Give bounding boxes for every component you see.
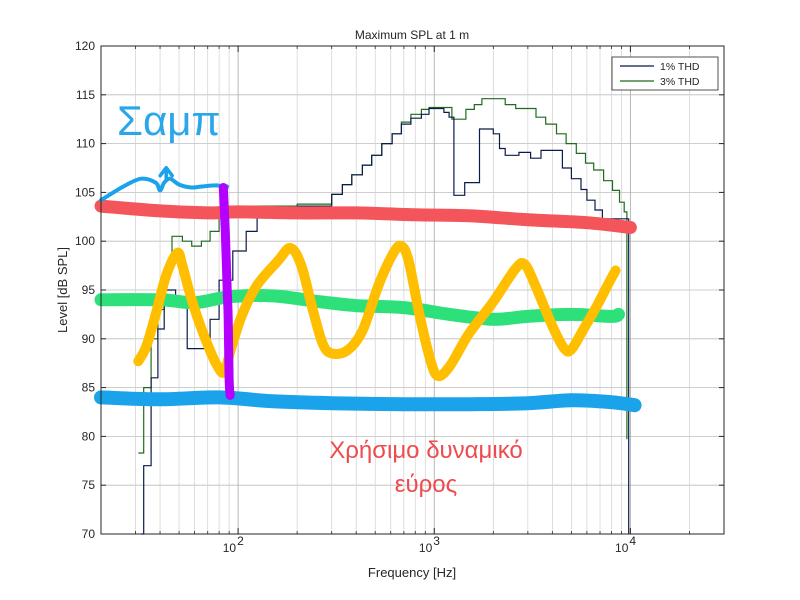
y-tick-label: 85	[82, 381, 96, 395]
legend-label-1pct: 1% THD	[660, 61, 700, 73]
y-tick-label: 100	[75, 234, 95, 248]
annotation-red-line	[94, 199, 637, 234]
annotation-blue-squiggle	[99, 176, 230, 203]
y-tick-label: 90	[82, 332, 96, 346]
annotation-label-bottom-line1: Χρήσιμο δυναμικό	[329, 437, 523, 464]
y-tick-label: 105	[75, 185, 95, 199]
annotation-blue-line	[94, 390, 642, 413]
y-tick-label: 75	[82, 478, 96, 492]
legend-label-3pct: 3% THD	[660, 76, 700, 88]
legend-box	[611, 56, 719, 91]
y-tick-label: 110	[76, 137, 95, 151]
y-tick-label: 115	[76, 88, 95, 102]
chart-title: Maximum SPL at 1 m	[355, 28, 469, 42]
annotation-blue-caret	[158, 165, 174, 181]
x-tick-label: 10 4	[615, 534, 636, 555]
x-tick-label-exponent: 2	[237, 534, 244, 548]
y-tick-label: 95	[82, 283, 96, 297]
y-axis-label: Level [dB SPL]	[55, 247, 70, 333]
x-tick-label: 10 2	[223, 534, 244, 555]
data-series	[138, 98, 630, 535]
annotation-yellow-zigzag	[133, 240, 621, 382]
x-tick-label-base: 10	[615, 541, 629, 555]
legend: 1% THD 3% THD	[611, 56, 719, 91]
annotation-label-top: Σαμπ	[117, 97, 220, 144]
x-tick-label-exponent: 3	[433, 534, 440, 548]
x-tick-label-base: 10	[223, 541, 237, 555]
y-tick-label: 80	[82, 429, 96, 443]
x-tick-label: 10 3	[419, 534, 440, 555]
series-3pct-thd	[138, 98, 628, 454]
y-tick-label: 120	[75, 39, 95, 53]
x-tick-label-exponent: 4	[629, 534, 636, 548]
grid	[101, 46, 724, 534]
x-tick-label-base: 10	[419, 541, 433, 555]
x-axis-label: Frequency [Hz]	[368, 565, 456, 580]
annotation-magenta-line	[218, 183, 235, 400]
hand-annotations	[94, 165, 642, 413]
y-tick-label: 70	[82, 527, 96, 541]
series-1pct-thd	[141, 107, 630, 535]
annotation-label-bottom-line2: εύρος	[395, 471, 457, 498]
